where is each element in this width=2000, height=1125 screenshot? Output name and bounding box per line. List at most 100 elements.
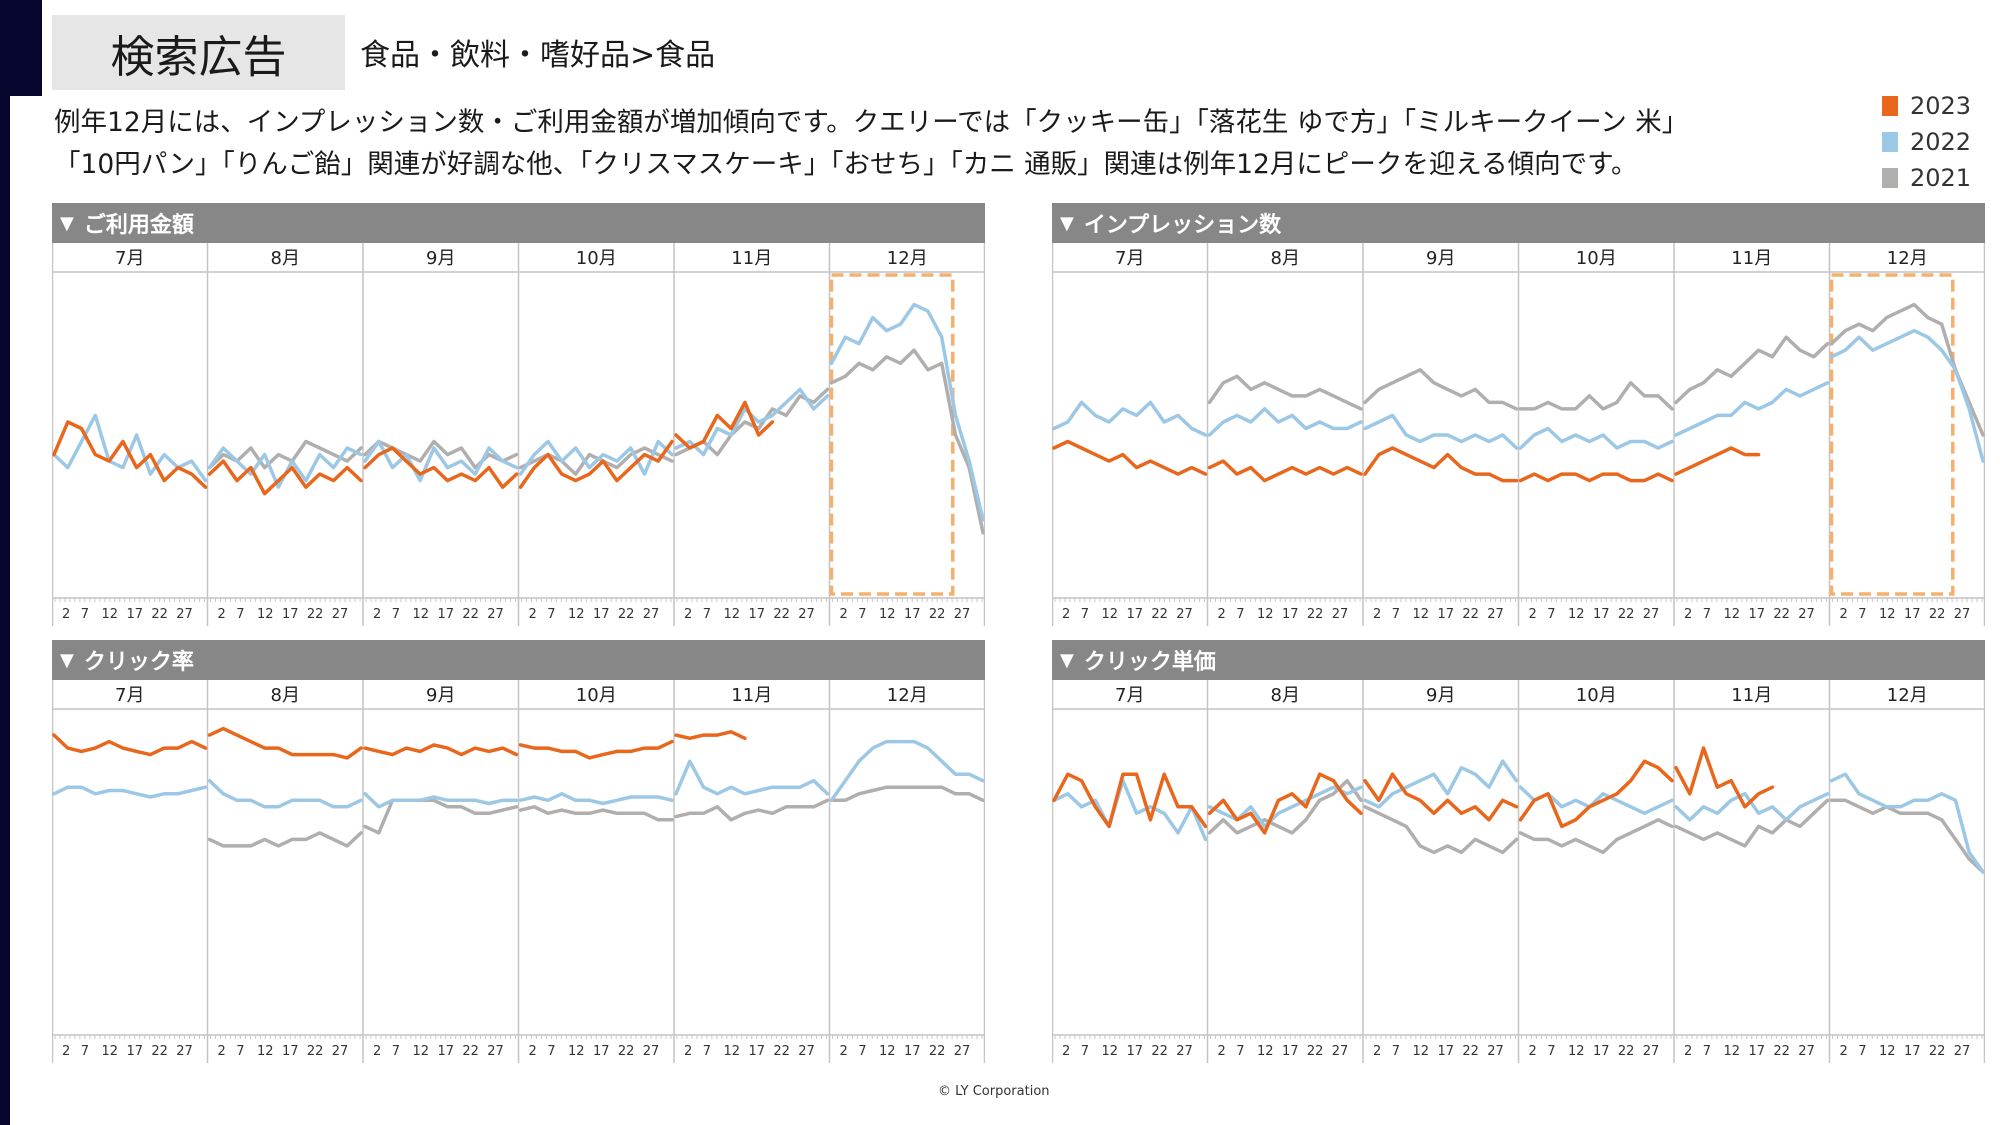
- month-label: 12月: [887, 248, 928, 269]
- series-line-2023: [207, 459, 363, 496]
- panel-cpc: ▼ クリック単価 7月 2 7 12 17 22 27 8月 2 7 12 17 22 27 9月 2 7 12 1…: [1052, 640, 1985, 1065]
- panel-title: クリック単価: [1083, 650, 1216, 675]
- day-tick-label: 17: [126, 607, 143, 622]
- panel-header-impressions[interactable]: ▼ インプレッション数: [1052, 203, 1985, 243]
- series-line-2022: [52, 785, 208, 799]
- day-tick-label: 27: [1332, 1044, 1349, 1059]
- panel-impressions: ▼ インプレッション数 7月 2 7 12 17 22 27 8月 2 7 12 17 22 27 9月 2 7…: [1052, 203, 1985, 628]
- day-tick-label: 17: [282, 1044, 299, 1059]
- day-tick-label: 12: [102, 1044, 119, 1059]
- day-tick-label: 27: [1487, 607, 1504, 622]
- day-tick-label: 12: [568, 1044, 585, 1059]
- legend-swatch-2021: [1882, 168, 1898, 188]
- copyright: © LY Corporation: [938, 1084, 1050, 1099]
- month-label: 11月: [1731, 685, 1772, 706]
- day-tick-label: 27: [176, 1044, 193, 1059]
- triangle-down-icon: ▼: [1060, 649, 1074, 671]
- legend-swatch-2023: [1882, 96, 1898, 116]
- day-tick-label: 2: [684, 1044, 692, 1059]
- day-tick-label: 17: [1904, 1044, 1921, 1059]
- day-tick-label: 22: [1151, 1044, 1168, 1059]
- month-label: 11月: [1731, 248, 1772, 269]
- day-tick-label: 2: [1062, 1044, 1070, 1059]
- day-tick-label: 7: [858, 607, 866, 622]
- series-line-2022: [1674, 792, 1830, 822]
- day-tick-label: 22: [307, 1044, 324, 1059]
- series-line-2023: [363, 446, 519, 489]
- month-label: 10月: [576, 685, 617, 706]
- panel-header-ctr[interactable]: ▼ クリック率: [52, 640, 985, 680]
- day-tick-label: 12: [1102, 1044, 1119, 1059]
- month-label: 10月: [1576, 685, 1617, 706]
- day-tick-label: 17: [437, 607, 454, 622]
- day-tick-label: 17: [1282, 1044, 1299, 1059]
- series-line-2021: [1363, 368, 1519, 411]
- day-tick-label: 22: [929, 1044, 946, 1059]
- day-tick-label: 2: [1217, 1044, 1225, 1059]
- month-label: 9月: [426, 685, 455, 706]
- highlight-box: [829, 273, 955, 596]
- legend-label-2022: 2022: [1910, 128, 1972, 156]
- day-tick-label: 12: [1102, 607, 1119, 622]
- day-tick-label: 22: [929, 607, 946, 622]
- panel-spend: ▼ ご利用金額 7月 2 7 12 17 22 27 8月 2 7 12 17 22 27 9月 2 7 12 17…: [52, 203, 985, 628]
- day-tick-label: 2: [528, 607, 536, 622]
- day-tick-label: 2: [1528, 607, 1536, 622]
- month-label: 9月: [1426, 685, 1455, 706]
- day-tick-label: 12: [879, 1044, 896, 1059]
- day-tick-label: 12: [102, 607, 119, 622]
- month-label: 8月: [1271, 685, 1300, 706]
- day-tick-label: 27: [1332, 607, 1349, 622]
- month-label: 9月: [1426, 248, 1455, 269]
- series-line-2021: [363, 798, 519, 835]
- day-tick-label: 7: [1236, 607, 1244, 622]
- day-tick-label: 17: [1282, 607, 1299, 622]
- day-tick-label: 7: [858, 1044, 866, 1059]
- day-tick-label: 22: [1773, 1044, 1790, 1059]
- month-label: 8月: [1271, 248, 1300, 269]
- triangle-down-icon: ▼: [60, 649, 74, 671]
- day-tick-label: 27: [798, 607, 815, 622]
- day-tick-label: 2: [839, 1044, 847, 1059]
- category-breadcrumb: 食品・飲料・嗜好品>食品: [360, 38, 716, 73]
- day-tick-label: 12: [1568, 607, 1585, 622]
- day-tick-label: 17: [748, 1044, 765, 1059]
- month-label: 12月: [1887, 248, 1928, 269]
- legend-label-2021: 2021: [1910, 164, 1972, 192]
- day-tick-label: 2: [1839, 1044, 1847, 1059]
- day-tick-label: 7: [1858, 607, 1866, 622]
- day-tick-label: 22: [618, 607, 635, 622]
- series-line-2022: [1052, 400, 1208, 437]
- panel-header-cpc[interactable]: ▼ クリック単価: [1052, 640, 1985, 680]
- day-tick-label: 22: [1462, 607, 1479, 622]
- summary-line-2: 「10円パン」「りんご飴」関連が好調な他、「クリスマスケーキ」「おせち」「カニ …: [54, 149, 1638, 180]
- day-tick-label: 2: [839, 607, 847, 622]
- series-line-2023: [1207, 459, 1363, 483]
- series-line-2022: [1052, 778, 1208, 842]
- day-tick-label: 27: [1798, 607, 1815, 622]
- day-tick-label: 17: [593, 1044, 610, 1059]
- panel-header-spend[interactable]: ▼ ご利用金額: [52, 203, 985, 243]
- month-label: 12月: [1887, 685, 1928, 706]
- day-tick-label: 22: [773, 1044, 790, 1059]
- series-line-2023: [363, 743, 519, 757]
- highlight-box: [1829, 273, 1955, 596]
- day-tick-label: 2: [1684, 1044, 1692, 1059]
- series-line-2022: [207, 446, 363, 489]
- series-line-2021: [207, 831, 363, 848]
- day-tick-label: 17: [1748, 1044, 1765, 1059]
- series-line-2021: [1207, 778, 1363, 835]
- day-tick-label: 7: [1703, 607, 1711, 622]
- triangle-down-icon: ▼: [1060, 212, 1074, 234]
- day-tick-label: 2: [1062, 607, 1070, 622]
- day-tick-label: 22: [1929, 1044, 1946, 1059]
- day-tick-label: 7: [1081, 607, 1089, 622]
- day-tick-label: 17: [1904, 607, 1921, 622]
- series-line-2021: [1363, 805, 1519, 855]
- brand-bar: [0, 0, 42, 96]
- page-title: 検索広告: [52, 15, 345, 90]
- series-line-2022: [1207, 407, 1363, 437]
- series-line-2022: [1518, 785, 1674, 816]
- day-tick-label: 7: [81, 607, 89, 622]
